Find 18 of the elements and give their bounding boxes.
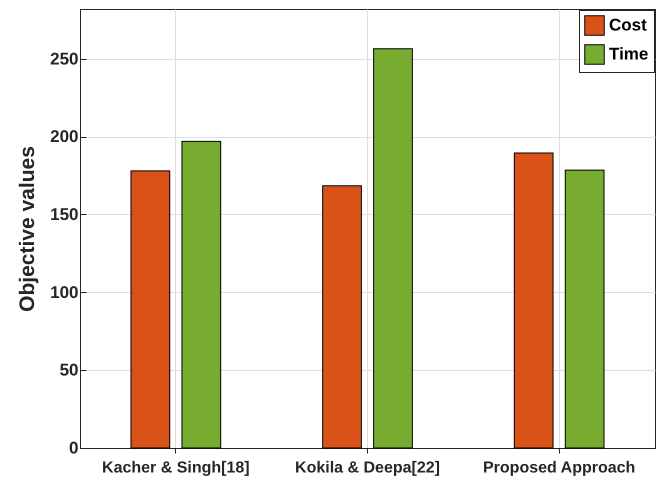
y-axis-title: Objective values [16, 146, 40, 312]
x-tick-label: Kokila & Deepa[22] [295, 460, 440, 476]
bar [564, 170, 605, 448]
legend-label: Cost [609, 16, 648, 34]
bar [322, 185, 362, 448]
y-tick-label: 0 [69, 438, 78, 458]
y-tick-label: 150 [50, 204, 78, 224]
bar [514, 152, 554, 448]
y-tick-label: 200 [50, 127, 78, 146]
y-tick-label: 100 [50, 282, 78, 302]
bar [373, 48, 413, 448]
bar [181, 140, 222, 448]
y-tick-label: 50 [60, 360, 78, 380]
bar [130, 170, 170, 448]
x-tick-label: Kacher & Singh[18] [102, 460, 250, 476]
legend-label: Time [609, 44, 648, 64]
y-tick-label: 250 [50, 49, 78, 68]
x-tick-label: Proposed Approach [483, 460, 636, 476]
